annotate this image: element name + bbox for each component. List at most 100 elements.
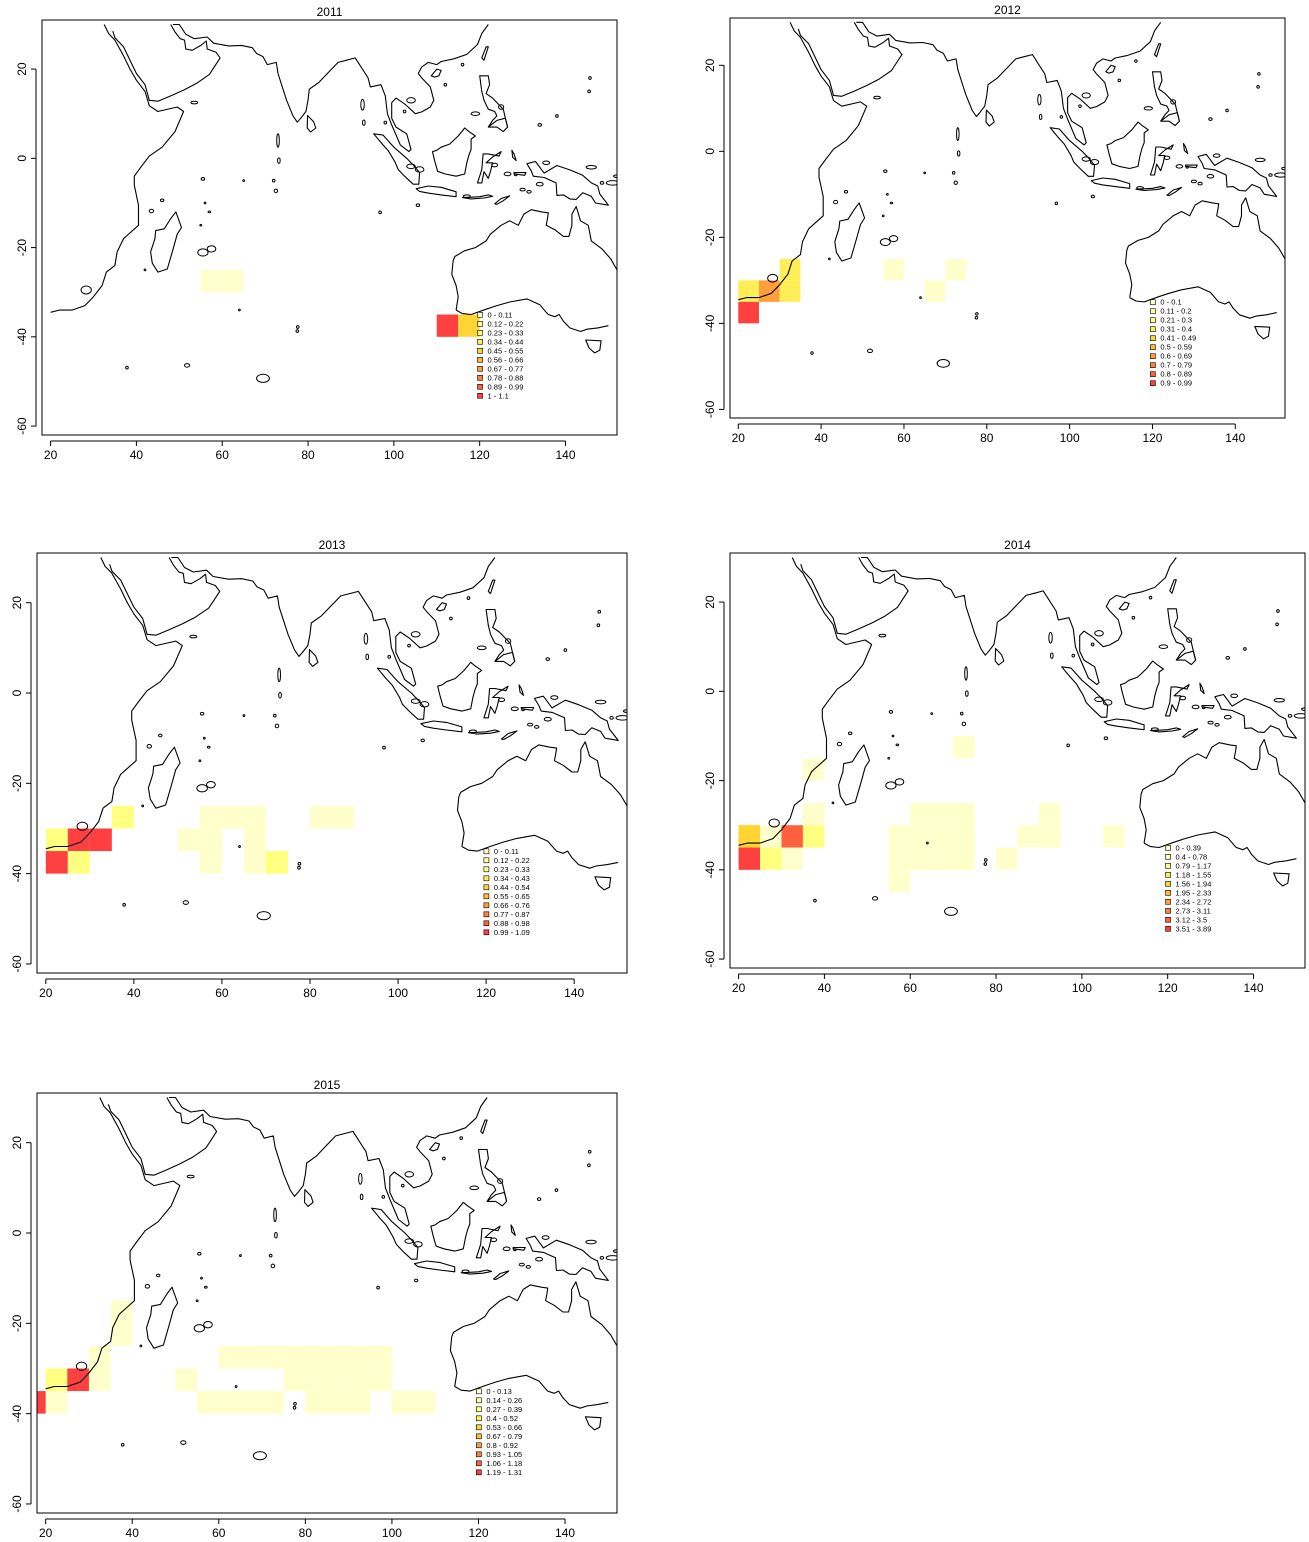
legend-label: 1 - 1.1 [488, 391, 509, 400]
coastline-srilanka [994, 647, 1005, 666]
island [363, 632, 369, 645]
y-tick-label: -20 [10, 1314, 24, 1332]
x-tick-label: 120 [476, 986, 496, 1000]
coastline-seram [520, 706, 535, 711]
island [959, 711, 964, 716]
island [1050, 652, 1054, 659]
island [867, 348, 873, 354]
legend-swatch [476, 1424, 482, 1431]
island [1206, 174, 1215, 179]
island [204, 1285, 208, 1289]
plot-frame [36, 1092, 618, 1514]
panel-title: 2011 [317, 5, 343, 19]
grid-cell [802, 802, 825, 826]
legend-label: 0.66 - 0.76 [494, 901, 530, 910]
grid-cell [88, 1368, 111, 1392]
coastline-persia [856, 21, 1162, 146]
island [159, 198, 165, 203]
grid-cell [283, 1368, 306, 1392]
island [1207, 720, 1214, 725]
coastline-persia [171, 556, 496, 687]
island [144, 1283, 151, 1289]
island [468, 729, 477, 734]
island [189, 634, 198, 639]
island [402, 109, 407, 114]
coastline-borneo [437, 661, 483, 712]
island [1059, 115, 1064, 119]
legend-swatch [483, 902, 490, 909]
island [297, 861, 302, 866]
legend-swatch [1165, 880, 1171, 887]
island [587, 89, 591, 94]
x-tick-label: 100 [384, 448, 404, 462]
island [1256, 85, 1260, 89]
grid-cell [197, 1391, 219, 1414]
island [563, 648, 568, 652]
island [206, 781, 216, 789]
island [1197, 181, 1203, 186]
island [1094, 630, 1104, 637]
island [1037, 94, 1042, 106]
island [196, 784, 208, 793]
legend-swatch [476, 1397, 482, 1404]
island [831, 801, 835, 805]
grid-cell [953, 802, 975, 826]
grid-cell [888, 847, 911, 870]
island [888, 710, 894, 714]
coastline-sulawesi [1164, 684, 1190, 717]
grid-cell [221, 805, 244, 829]
island [206, 245, 217, 253]
island [419, 701, 430, 708]
grid-cell [243, 805, 266, 829]
coastline-mindanao [486, 1191, 508, 1202]
island [1201, 706, 1206, 710]
island [847, 731, 853, 736]
legend-swatch [1150, 335, 1156, 342]
island [1223, 714, 1232, 720]
coastline-sumatra [1061, 666, 1109, 718]
island [278, 692, 282, 699]
legend-swatch [1150, 371, 1156, 378]
coastline-taiwan [480, 1119, 488, 1135]
map-2015: 2015 20 40 60 80 100 120 140 20 0 -20 -40 -60 0 - 0.1… [0, 1078, 620, 1540]
coastline-flores [461, 194, 494, 200]
coastline-seram [1201, 705, 1215, 709]
x-tick-label: 40 [130, 448, 144, 462]
island [1094, 696, 1104, 703]
legend-label: 0.6 - 0.69 [1160, 352, 1192, 361]
island [1150, 727, 1159, 732]
island [198, 759, 202, 763]
island [141, 804, 145, 808]
island [1048, 631, 1053, 644]
legend-swatch [477, 356, 483, 363]
grid-cell [199, 805, 222, 829]
island [199, 711, 205, 716]
island [594, 699, 607, 705]
legend-label: 0.23 - 0.33 [494, 865, 530, 874]
legend-swatch [1165, 907, 1171, 914]
island [956, 150, 961, 157]
legend-label: 0.56 - 0.66 [488, 355, 524, 364]
island [186, 1174, 195, 1179]
grid-cell [802, 825, 825, 848]
island [202, 736, 206, 740]
island [413, 1278, 419, 1283]
legend-label: 0.67 - 0.77 [488, 364, 524, 373]
island [535, 1256, 544, 1262]
island [615, 715, 627, 721]
island [382, 745, 386, 750]
coastline-australia [451, 205, 617, 311]
coastline-seram [1185, 164, 1198, 169]
island [274, 723, 280, 729]
plot-frame [36, 552, 628, 974]
island [292, 1405, 297, 1410]
x-tick-label: 100 [1060, 431, 1080, 445]
legend-label: 0.53 - 0.66 [486, 1423, 522, 1432]
island [400, 1183, 405, 1188]
island [376, 1285, 380, 1290]
coastline-flores [460, 1269, 493, 1275]
island [273, 188, 279, 194]
grid-cell [243, 828, 266, 852]
island [534, 725, 540, 729]
grid-cell [199, 828, 222, 852]
